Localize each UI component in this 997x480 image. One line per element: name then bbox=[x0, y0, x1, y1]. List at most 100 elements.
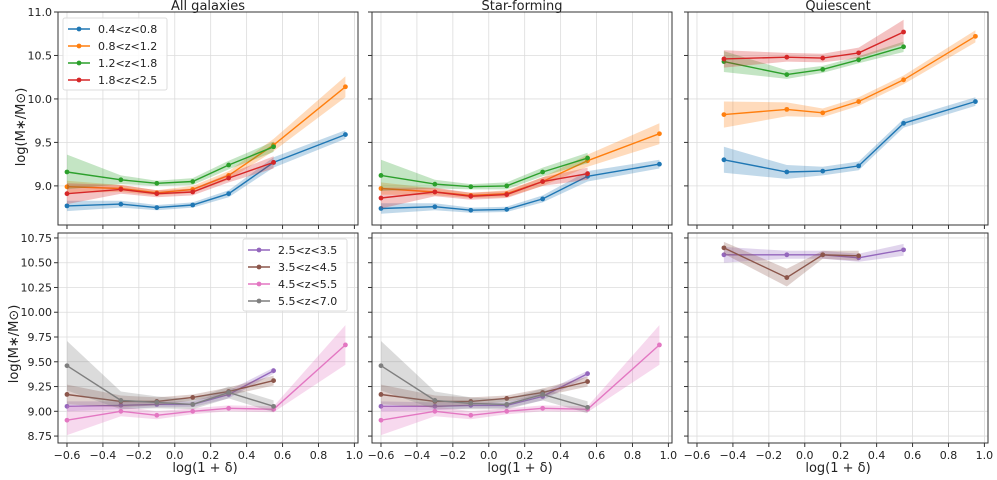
x-tick-label: −0.2 bbox=[755, 449, 782, 462]
series-point bbox=[504, 408, 510, 414]
series-point bbox=[226, 175, 232, 181]
x-tick-label: 0.4 bbox=[552, 449, 570, 462]
series-point bbox=[432, 403, 438, 409]
panel-title: Quiescent bbox=[805, 0, 870, 14]
series-point bbox=[343, 84, 348, 90]
series-line bbox=[66, 146, 274, 185]
y-tick-label: 9.25 bbox=[28, 381, 53, 394]
x-axis-label-sf: log(1 + δ) bbox=[487, 461, 552, 476]
plot-frame bbox=[371, 232, 673, 444]
series-point bbox=[504, 192, 510, 197]
series-band bbox=[723, 97, 976, 179]
series-line bbox=[66, 379, 274, 403]
series-point bbox=[154, 191, 160, 197]
y-tick-label: 9.5 bbox=[35, 136, 53, 149]
series-point bbox=[856, 163, 862, 169]
panel-top-sf: Star-forming bbox=[368, 0, 673, 229]
series-point bbox=[657, 161, 662, 167]
panel-bottom-all: −0.6 −0.4 −0.2 0.0 0.2 0.4 0.6 0.8 1.0 8.75 9.00 9.… bbox=[21, 232, 364, 462]
series-point bbox=[378, 195, 384, 201]
series-point bbox=[468, 184, 474, 190]
series-line bbox=[723, 35, 976, 116]
series-point bbox=[973, 33, 978, 39]
series-point bbox=[64, 169, 70, 175]
series-point bbox=[154, 412, 160, 418]
legend-label: 1.8<z<2.5 bbox=[98, 74, 157, 87]
series-point bbox=[856, 99, 862, 104]
series-point bbox=[504, 183, 510, 189]
series-point bbox=[585, 171, 590, 177]
series-line bbox=[380, 380, 588, 403]
series-point bbox=[721, 245, 727, 251]
y-axis-label-bottom: log(M∗/M⊙) bbox=[7, 305, 22, 384]
legend-swatch-marker bbox=[256, 298, 262, 304]
series-point bbox=[154, 399, 160, 405]
series-point bbox=[190, 202, 196, 208]
series-point bbox=[432, 204, 438, 210]
series-point bbox=[64, 403, 70, 409]
x-tick-label: 1.0 bbox=[346, 449, 364, 462]
series-point bbox=[64, 417, 70, 423]
series-band bbox=[67, 130, 346, 212]
series-point bbox=[820, 252, 826, 258]
x-tick-label: −0.6 bbox=[368, 449, 395, 462]
legend-label: 1.2<z<1.8 bbox=[98, 57, 157, 70]
plot-frame bbox=[57, 232, 359, 444]
series-point bbox=[856, 50, 862, 56]
plot-frame bbox=[687, 232, 989, 444]
series-point bbox=[585, 155, 590, 161]
series-point bbox=[64, 363, 70, 369]
panel-title: Star-forming bbox=[482, 0, 563, 14]
x-tick-label: 0.0 bbox=[480, 449, 498, 462]
x-tick-label: −0.4 bbox=[90, 449, 117, 462]
series-point bbox=[901, 120, 906, 126]
series-point bbox=[432, 189, 438, 195]
legend-swatch-marker bbox=[256, 247, 262, 253]
plot-frame bbox=[371, 11, 673, 226]
series-point bbox=[504, 396, 510, 401]
series-point bbox=[154, 180, 160, 186]
series-point bbox=[540, 196, 546, 202]
y-tick-label: 10.00 bbox=[21, 306, 53, 319]
series-point bbox=[378, 403, 384, 409]
series-point bbox=[540, 169, 546, 175]
series-point bbox=[468, 400, 474, 406]
series-band bbox=[723, 19, 904, 68]
series-band bbox=[723, 241, 859, 287]
plot-area bbox=[372, 233, 672, 443]
series-line bbox=[723, 100, 976, 173]
series-line bbox=[381, 373, 588, 407]
series-line bbox=[380, 365, 588, 408]
series-point bbox=[820, 110, 826, 116]
series-point bbox=[432, 398, 438, 403]
x-tick-label: 0.0 bbox=[166, 449, 184, 462]
series-point bbox=[657, 342, 662, 348]
y-tick-label: 10.75 bbox=[21, 232, 53, 245]
plot-frame bbox=[57, 11, 359, 226]
series-point bbox=[190, 401, 196, 407]
legend-label: 5.5<z<7.0 bbox=[278, 295, 337, 308]
series-point bbox=[118, 201, 124, 207]
x-tick-label: −0.6 bbox=[54, 449, 81, 462]
series-point bbox=[118, 408, 124, 414]
series-point bbox=[226, 191, 232, 197]
y-tick-label: 10.50 bbox=[21, 257, 53, 270]
y-tick-label: 10.5 bbox=[28, 49, 53, 62]
series-point bbox=[901, 44, 906, 50]
series-point bbox=[118, 186, 124, 192]
series-point bbox=[118, 398, 124, 403]
plot-area bbox=[688, 233, 988, 443]
panel-top-all: 9.0 9.5 10.0 10.5 11.0 All galaxies 0.4<z<0.8 0… bbox=[28, 0, 359, 229]
series-point bbox=[540, 405, 546, 411]
y-tick-label: 8.75 bbox=[28, 430, 53, 443]
x-tick-label: 0.4 bbox=[868, 449, 886, 462]
x-tick-label: 0.6 bbox=[588, 449, 606, 462]
series-point bbox=[378, 186, 384, 191]
series-point bbox=[721, 252, 727, 258]
series-point bbox=[585, 379, 590, 384]
x-tick-label: 0.4 bbox=[238, 449, 256, 462]
series-point bbox=[378, 206, 384, 211]
series-band bbox=[381, 370, 588, 412]
y-tick-label: 9.50 bbox=[28, 356, 53, 369]
series-point bbox=[721, 157, 727, 163]
